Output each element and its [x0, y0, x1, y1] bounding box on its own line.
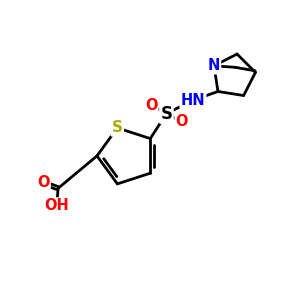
Text: S: S	[160, 105, 172, 123]
Text: O: O	[176, 114, 188, 129]
Text: N: N	[208, 58, 220, 73]
Text: HN: HN	[181, 93, 205, 108]
Text: OH: OH	[44, 198, 69, 213]
Text: S: S	[112, 120, 123, 135]
Text: O: O	[145, 98, 158, 113]
Text: O: O	[37, 176, 50, 190]
